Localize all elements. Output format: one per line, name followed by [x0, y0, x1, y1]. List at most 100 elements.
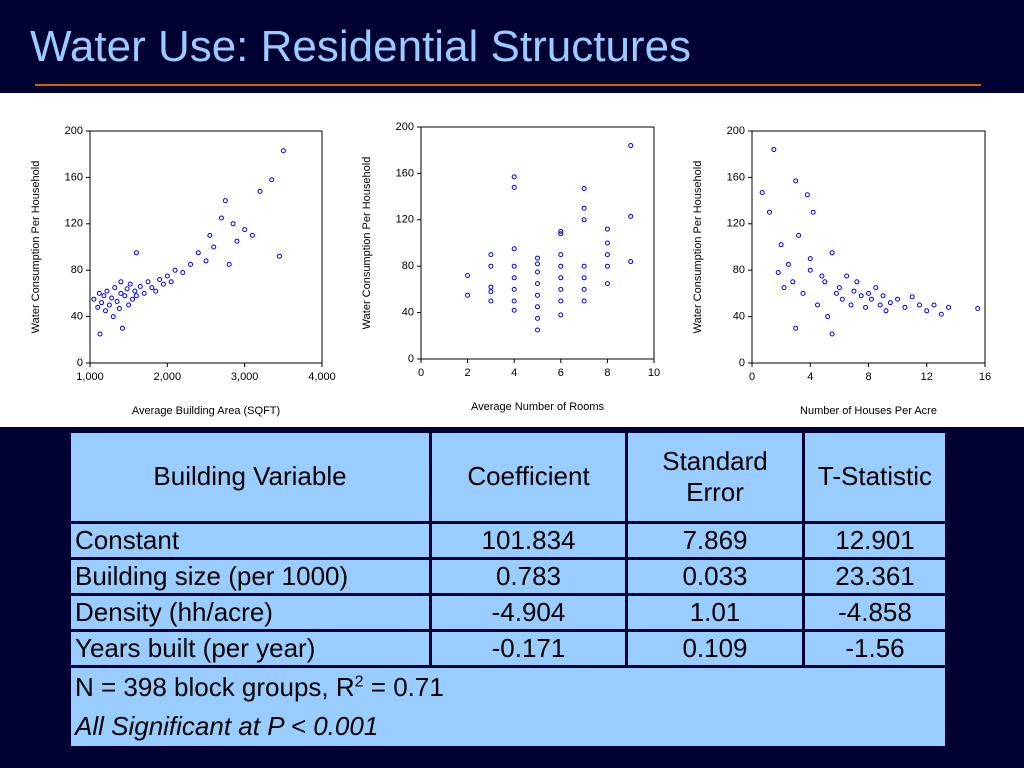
scatter-point	[153, 288, 159, 294]
scatter-point	[222, 198, 228, 204]
scatter-point	[269, 177, 275, 183]
scatter-point	[276, 253, 282, 259]
scatter-point	[132, 288, 138, 294]
scatter-point	[91, 296, 97, 302]
x-tick-label: 12	[921, 371, 933, 383]
scatter-point	[825, 314, 831, 320]
scatter-point	[188, 261, 194, 267]
scatter-point	[211, 244, 217, 250]
table-row: Years built (per year) -0.171 0.109 -1.56	[71, 632, 945, 665]
scatter-point	[938, 311, 944, 317]
scatter-point	[122, 293, 128, 299]
scatter-point	[145, 279, 151, 285]
note-text: N = 398 block groups, R	[75, 672, 355, 702]
scatter-point	[535, 281, 540, 287]
y-tick-label: 0	[739, 357, 745, 369]
table-cell: Building size (per 1000)	[71, 560, 429, 593]
scatter-point	[628, 259, 634, 265]
scatter-point	[778, 242, 784, 248]
scatter-point	[581, 217, 587, 223]
y-axis-label: Water Consumption Per Household	[361, 157, 373, 330]
scatter-point	[558, 252, 564, 258]
scatter-point	[604, 263, 610, 269]
scatter-point	[242, 227, 248, 233]
scatter-point	[581, 275, 587, 281]
y-axis-label: Water Consumption Per Household	[692, 161, 704, 334]
scatter-point	[793, 325, 799, 331]
title-rule	[35, 84, 981, 86]
scatter-point	[257, 188, 263, 194]
scatter-point	[771, 147, 777, 153]
scatter-point	[535, 315, 540, 321]
regression-table: Building Variable Coefficient Standard E…	[68, 430, 948, 749]
scatter-point	[535, 304, 540, 310]
note-superscript: 2	[354, 673, 364, 691]
x-tick-label: 2	[465, 367, 471, 379]
table-cell: Density (hh/acre)	[71, 596, 429, 629]
scatter-point	[97, 331, 103, 337]
x-tick-label: 4,000	[308, 371, 336, 383]
table-cell: Constant	[71, 524, 429, 557]
scatter-point	[873, 285, 879, 291]
x-axis-label: Number of Houses Per Acre	[800, 405, 937, 417]
scatter-point	[785, 261, 791, 267]
scatter-point	[535, 255, 540, 261]
scatter-point	[230, 221, 236, 227]
scatter-point	[822, 279, 828, 285]
scatter-point	[465, 272, 471, 278]
x-tick-label: 16	[979, 371, 991, 383]
x-axis-label: Average Building Area (SQFT)	[132, 405, 280, 417]
table-row: Building size (per 1000) 0.783 0.033 23.361	[71, 560, 945, 593]
scatter-point	[628, 143, 634, 149]
scatter-point	[815, 302, 821, 308]
scatter-point	[581, 286, 587, 292]
scatter-point	[172, 267, 178, 273]
scatter-point	[180, 270, 186, 276]
scatter-point	[511, 184, 517, 190]
scatter-point	[164, 273, 170, 279]
table-row: Density (hh/acre) -4.904 1.01 -4.858	[71, 596, 945, 629]
header-cell: T-Statistic	[805, 433, 945, 521]
scatter-point	[880, 293, 886, 299]
scatter-point	[902, 304, 908, 310]
note-cell: N = 398 block groups, R2 = 0.71 All Sign…	[71, 668, 945, 746]
scatter-point	[127, 281, 133, 287]
x-tick-label: 1,000	[76, 371, 104, 383]
scatter-point	[844, 273, 850, 279]
scatter-point	[157, 276, 163, 282]
scatter-point	[558, 228, 564, 234]
scatter-point	[511, 174, 517, 180]
scatter-point	[604, 240, 610, 246]
y-tick-label: 200	[727, 125, 745, 137]
scatter-point	[116, 305, 122, 311]
scatter-point	[581, 185, 587, 191]
scatter-point	[581, 205, 587, 211]
y-tick-label: 0	[77, 357, 83, 369]
y-tick-label: 200	[65, 125, 83, 137]
y-axis-label: Water Consumption Per Household	[30, 161, 42, 334]
scatter-point	[790, 279, 796, 285]
table-cell: Years built (per year)	[71, 632, 429, 665]
header-row: Building Variable Coefficient Standard E…	[71, 433, 945, 521]
scatter-point	[604, 281, 610, 287]
scatter-point	[249, 232, 255, 238]
scatter-point	[909, 294, 915, 300]
y-tick-label: 80	[402, 260, 414, 272]
scatter-point	[604, 226, 610, 232]
table-cell: 0.109	[628, 632, 802, 665]
scatter-point	[807, 267, 813, 273]
scatter-point	[810, 209, 816, 215]
table-cell: -4.858	[805, 596, 945, 629]
scatter-point	[558, 286, 564, 292]
scatter-point	[106, 302, 112, 308]
scatter-point	[829, 331, 835, 337]
y-tick-label: 120	[65, 218, 83, 230]
header-cell: Coefficient	[432, 433, 625, 521]
scatter-point	[535, 269, 540, 275]
header-cell: Building Variable	[71, 433, 429, 521]
x-tick-label: 8	[604, 367, 610, 379]
scatter-point	[883, 308, 889, 314]
x-tick-label: 2,000	[154, 371, 182, 383]
scatter-point	[558, 263, 564, 269]
